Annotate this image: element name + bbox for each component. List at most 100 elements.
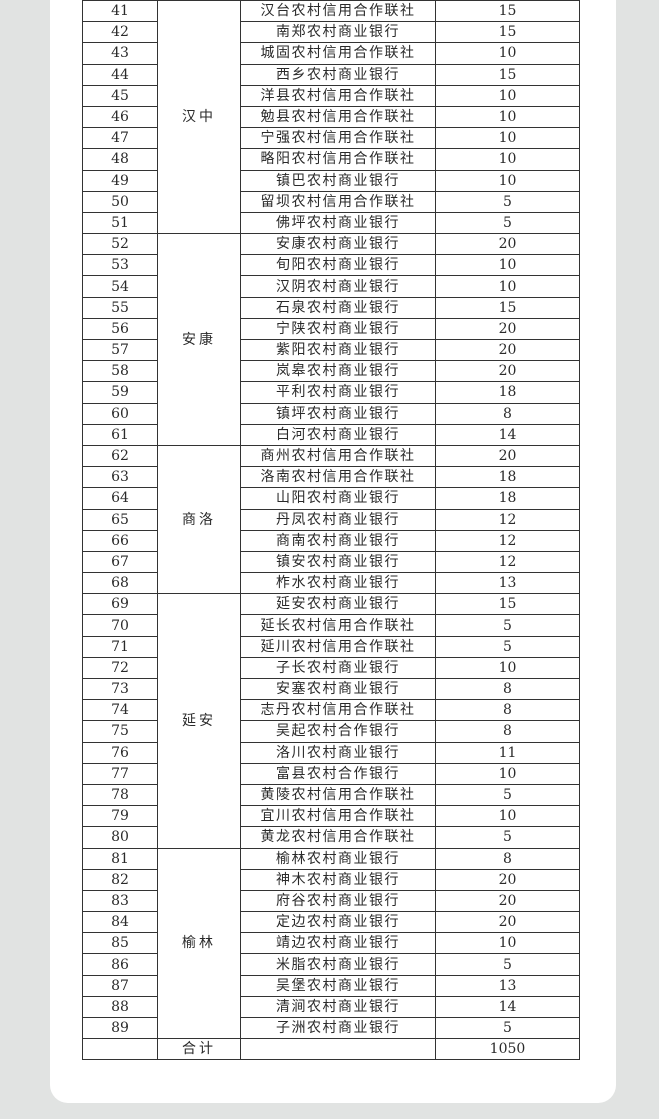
institution-name: 黄陵农村信用合作联社 [240, 783, 436, 807]
region-cell: 延安 [157, 593, 241, 849]
quota-count: 13 [435, 572, 580, 595]
row-number: 85 [82, 932, 158, 955]
row-number: 72 [82, 656, 158, 680]
quota-count: 10 [435, 275, 580, 298]
table-row: 83 府谷农村商业银行 20 [82, 889, 580, 913]
institution-name: 榆林农村商业银行 [240, 847, 436, 870]
quota-count: 5 [435, 211, 580, 235]
region-cell: 汉中 [157, 0, 241, 235]
institution-name: 府谷农村商业银行 [240, 889, 436, 913]
row-number: 61 [82, 423, 158, 446]
quota-count: 10 [435, 84, 580, 107]
quota-count: 12 [435, 550, 580, 574]
table-row: 66 商南农村商业银行 12 [82, 529, 580, 552]
institution-name: 延川农村信用合作联社 [240, 635, 436, 658]
table-row: 41 汉中 汉台农村信用合作联社 15 [82, 0, 580, 235]
quota-count: 14 [435, 423, 580, 446]
institution-name: 定边农村商业银行 [240, 911, 436, 934]
quota-count: 12 [435, 508, 580, 531]
row-number: 62 [82, 444, 158, 468]
quota-count: 15 [435, 296, 580, 319]
total-name-empty [240, 1038, 436, 1061]
quota-count: 5 [435, 783, 580, 807]
quota-count: 5 [435, 190, 580, 213]
table-row: 55 石泉农村商业银行 15 [82, 296, 580, 319]
institution-name: 佛坪农村商业银行 [240, 211, 436, 235]
institution-name: 西乡农村商业银行 [240, 63, 436, 86]
row-number: 54 [82, 275, 158, 298]
table-row: 70 延长农村信用合作联社 5 [82, 614, 580, 637]
table-row: 75 吴起农村合作银行 8 [82, 720, 580, 743]
table-row: 78 黄陵农村信用合作联社 5 [82, 783, 580, 807]
row-number: 87 [82, 974, 158, 997]
institution-name: 宜川农村信用合作联社 [240, 805, 436, 828]
table-row: 67 镇安农村商业银行 12 [82, 550, 580, 574]
table-row: 57 紫阳农村商业银行 20 [82, 338, 580, 362]
quota-count: 10 [435, 105, 580, 129]
table-row: 49 镇巴农村商业银行 10 [82, 169, 580, 192]
row-number: 65 [82, 508, 158, 531]
institution-name: 子长农村商业银行 [240, 656, 436, 680]
institution-name: 靖边农村商业银行 [240, 932, 436, 955]
table-row: 88 清涧农村商业银行 14 [82, 995, 580, 1019]
institution-name: 子洲农村商业银行 [240, 1016, 436, 1040]
quota-count: 8 [435, 402, 580, 425]
quota-count: 20 [435, 444, 580, 468]
total-row: 合计 1050 [82, 1038, 580, 1061]
quota-count: 11 [435, 741, 580, 764]
institution-name: 汉阴农村商业银行 [240, 275, 436, 298]
institution-name: 城固农村信用合作联社 [240, 42, 436, 65]
quota-count: 12 [435, 529, 580, 552]
quota-count: 10 [435, 148, 580, 171]
table-row: 56 宁陕农村商业银行 20 [82, 317, 580, 341]
row-number: 76 [82, 741, 158, 764]
institution-name: 洛川农村商业银行 [240, 741, 436, 764]
institution-name: 延长农村信用合作联社 [240, 614, 436, 637]
table-row: 52 安康 安康农村商业银行 20 [82, 233, 580, 446]
row-number: 56 [82, 317, 158, 341]
quota-count: 20 [435, 889, 580, 913]
institution-name: 丹凤农村商业银行 [240, 508, 436, 531]
table-row: 79 宜川农村信用合作联社 10 [82, 805, 580, 828]
region-cell: 商洛 [157, 444, 241, 595]
row-number: 69 [82, 593, 158, 616]
row-number: 46 [82, 105, 158, 129]
institution-name: 留坝农村信用合作联社 [240, 190, 436, 213]
institution-name: 安塞农村商业银行 [240, 677, 436, 701]
table-row: 87 吴堡农村商业银行 13 [82, 974, 580, 997]
quota-count: 10 [435, 127, 580, 150]
row-number: 55 [82, 296, 158, 319]
quota-count: 18 [435, 381, 580, 404]
quota-count: 18 [435, 466, 580, 489]
row-number: 88 [82, 995, 158, 1019]
quota-count: 15 [435, 21, 580, 44]
institution-name: 黄龙农村信用合作联社 [240, 826, 436, 849]
row-number: 73 [82, 677, 158, 701]
quota-count: 10 [435, 254, 580, 277]
institution-name: 商州农村信用合作联社 [240, 444, 436, 468]
table-row: 80 黄龙农村信用合作联社 5 [82, 826, 580, 849]
row-number: 44 [82, 63, 158, 86]
institution-name: 宁陕农村商业银行 [240, 317, 436, 341]
table-row: 71 延川农村信用合作联社 5 [82, 635, 580, 658]
quota-count: 10 [435, 762, 580, 785]
institution-name: 吴起农村合作银行 [240, 720, 436, 743]
row-number: 75 [82, 720, 158, 743]
row-number: 58 [82, 360, 158, 383]
quota-count: 10 [435, 932, 580, 955]
row-number: 48 [82, 148, 158, 171]
row-number: 47 [82, 127, 158, 150]
quota-count: 20 [435, 911, 580, 934]
quota-count: 8 [435, 699, 580, 722]
quota-count: 10 [435, 42, 580, 65]
institution-name: 洛南农村信用合作联社 [240, 466, 436, 489]
institution-name: 镇安农村商业银行 [240, 550, 436, 574]
institution-name: 安康农村商业银行 [240, 233, 436, 256]
total-number-empty [82, 1038, 158, 1061]
institution-name: 略阳农村信用合作联社 [240, 148, 436, 171]
table-body: 41 汉中 汉台农村信用合作联社 15 42 南郑农村商业银行 15 43 城固农村信用合作联社… [82, 0, 580, 1061]
institution-name: 清涧农村商业银行 [240, 995, 436, 1019]
table-row: 61 白河农村商业银行 14 [82, 423, 580, 446]
row-number: 81 [82, 847, 158, 870]
table-row: 47 宁强农村信用合作联社 10 [82, 127, 580, 150]
